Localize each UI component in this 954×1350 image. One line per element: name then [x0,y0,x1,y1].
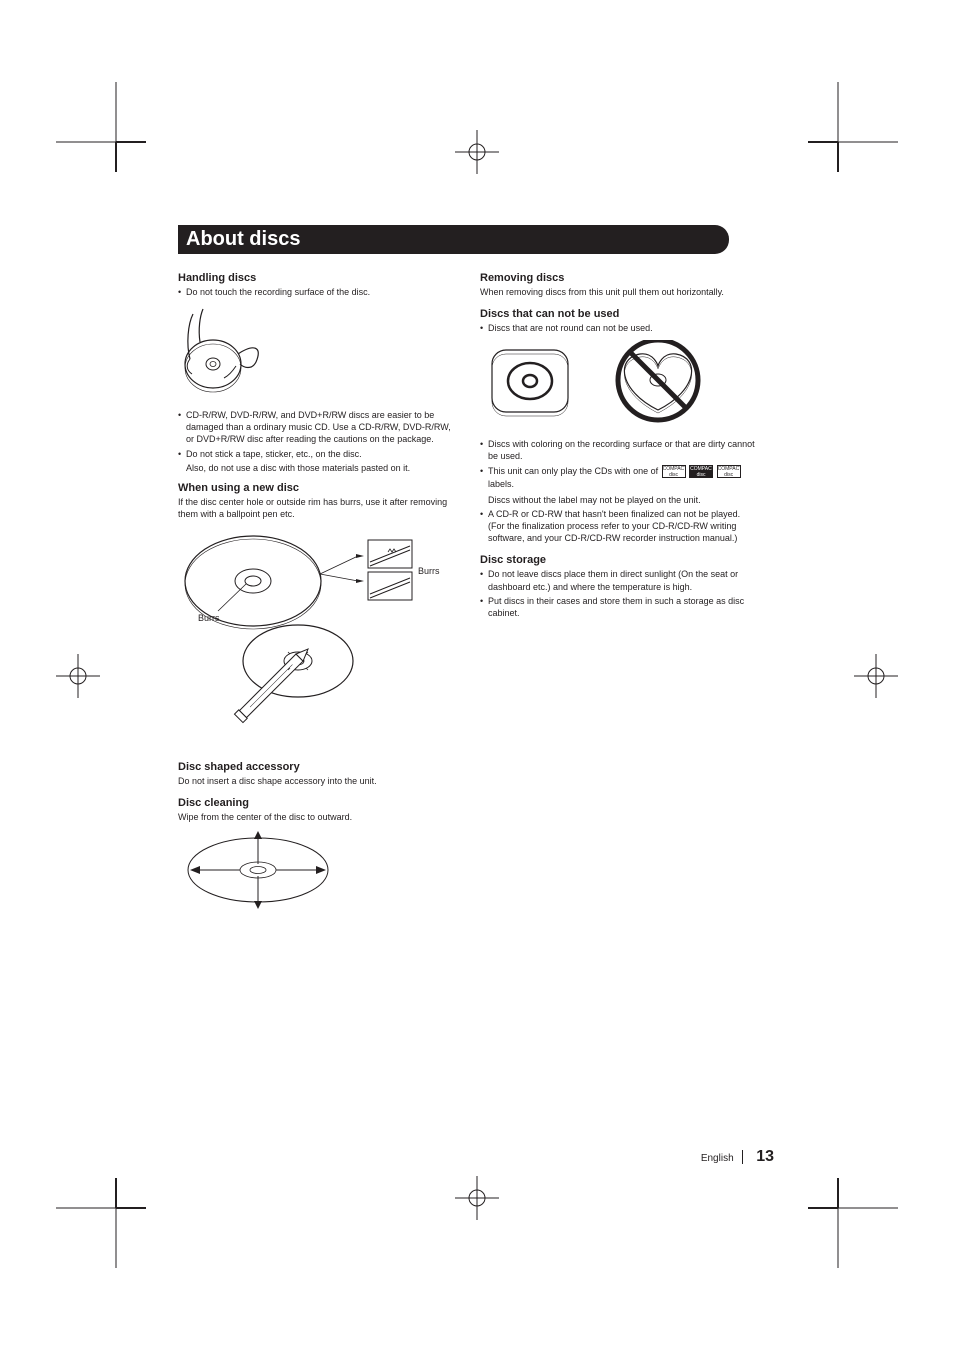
cleaning-figure [178,829,458,916]
cannot-sub: Discs without the label may not be playe… [480,494,758,506]
handling-bullet: CD-R/RW, DVD-R/RW, and DVD+R/RW discs ar… [178,409,458,445]
cd-logo-icon: COMPACTdisc [717,465,741,478]
left-column: Handling discs Do not touch the recordin… [178,268,458,926]
handling-list: Do not touch the recording surface of th… [178,286,458,298]
cd-logo-icon: COMPACTdisc [689,465,713,478]
footer-language: English [701,1153,734,1164]
section-title-text: About discs [186,228,300,250]
cannot-bullet: Discs with coloring on the recording sur… [480,438,758,462]
two-column-layout: Handling discs Do not touch the recordin… [178,268,758,926]
page-content: About discs Handling discs Do not touch … [178,225,758,926]
footer-page-number: 13 [756,1148,774,1165]
newdisc-heading: When using a new disc [178,482,458,494]
cd-logo-icon: COMPACTdisc [662,465,686,478]
cannot-bullet: A CD-R or CD-RW that hasn't been finaliz… [480,508,758,544]
cannot-list-3: A CD-R or CD-RW that hasn't been finaliz… [480,508,758,544]
storage-bullet: Do not leave discs place them in direct … [480,568,758,592]
footer-divider [742,1150,743,1164]
newdisc-figure: Burrs Burrs [178,526,458,751]
cannot-heading: Discs that can not be used [480,308,758,320]
handling-bullet: Do not touch the recording surface of th… [178,286,458,298]
cannot-list-2: Discs with coloring on the recording sur… [480,438,758,490]
cannot-b3-text: This unit can only play the CDs with one… [488,466,661,476]
handling-heading: Handling discs [178,272,458,284]
accessory-heading: Disc shaped accessory [178,761,458,773]
cleaning-text: Wipe from the center of the disc to outw… [178,811,458,823]
right-column: Removing discs When removing discs from … [480,268,758,926]
storage-heading: Disc storage [480,554,758,566]
burrs-label-2: Burrs [418,566,440,576]
cleaning-heading: Disc cleaning [178,797,458,809]
cannot-bullet: Discs that are not round can not be used… [480,322,758,334]
removing-text: When removing discs from this unit pull … [480,286,758,298]
storage-bullet: Put discs in their cases and store them … [480,595,758,619]
storage-list: Do not leave discs place them in direct … [480,568,758,619]
handling-figure [178,304,458,399]
page-footer: English 13 [701,1148,774,1166]
burrs-label-1: Burrs [198,613,220,623]
handling-bullet: Do not stick a tape, sticker, etc., on t… [178,448,458,460]
handling-list-2: CD-R/RW, DVD-R/RW, and DVD+R/RW discs ar… [178,409,458,460]
cannot-bullet: This unit can only play the CDs with one… [480,465,758,490]
handling-sub: Also, do not use a disc with those mater… [178,462,458,474]
newdisc-text: If the disc center hole or outside rim h… [178,496,458,520]
cannot-b3-tail: labels. [488,479,514,489]
removing-heading: Removing discs [480,272,758,284]
cannot-list-1: Discs that are not round can not be used… [480,322,758,334]
cannot-figure [480,340,758,428]
accessory-text: Do not insert a disc shape accessory int… [178,775,458,787]
section-title: About discs [178,225,729,254]
